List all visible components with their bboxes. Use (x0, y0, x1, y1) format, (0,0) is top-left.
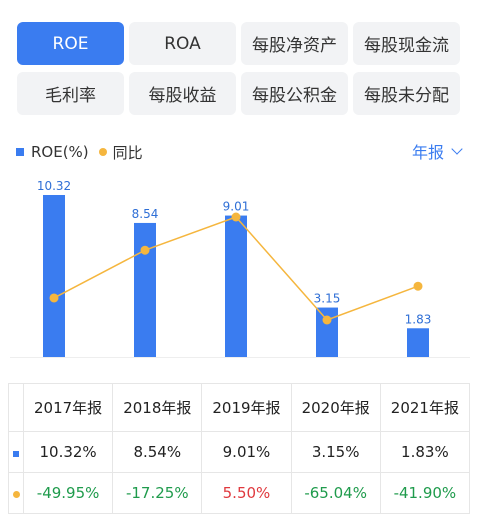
yoy-point (49, 293, 59, 303)
chart-legend: ROE(%) 同比 (16, 141, 143, 163)
yoy-point (140, 245, 150, 255)
data-table: 2017年报 2018年报 2019年报 2020年报 2021年报 10.32… (8, 383, 471, 514)
tab-nav-per-share[interactable]: 每股净资产 (241, 22, 348, 65)
table-cell: -41.90% (379, 472, 471, 514)
roe-bar (316, 307, 338, 357)
table-cell: 1.83% (379, 431, 471, 473)
roe-legend-label: ROE(%) (31, 143, 89, 161)
table-cell: -49.95% (22, 472, 114, 514)
table-header-cell: 2018年报 (112, 383, 203, 432)
table-header-cell: 2020年报 (290, 383, 381, 432)
roe-marker-icon (13, 451, 19, 457)
table-row-yoy: -49.95% -17.25% 5.50% -65.04% -41.90% (8, 472, 471, 514)
bar-value-label: 8.54 (132, 207, 159, 221)
roe-bar (225, 215, 247, 357)
table-header-row: 2017年报 2018年报 2019年报 2020年报 2021年报 (8, 383, 471, 432)
table-cell: -65.04% (290, 472, 381, 514)
tab-gross-margin[interactable]: 毛利率 (17, 72, 124, 115)
period-selector[interactable]: 年报 (411, 140, 463, 162)
bar-value-label: 3.15 (314, 292, 341, 306)
table-header-cell: 2021年报 (379, 383, 471, 432)
table-cell: -17.25% (112, 472, 203, 514)
table-corner-cell (8, 383, 24, 432)
tab-undistributed-per-share[interactable]: 每股未分配 (353, 72, 460, 115)
roe-bar (407, 328, 429, 357)
period-label: 年报 (411, 143, 444, 162)
yoy-point (413, 281, 423, 291)
yoy-legend-label: 同比 (112, 143, 143, 162)
bar-value-label: 1.83 (405, 312, 432, 326)
tab-cashflow-per-share[interactable]: 每股现金流 (353, 22, 460, 65)
tab-roa[interactable]: ROA (129, 22, 236, 65)
roe-chart: 10.32 8.54 9.01 3.15 1.83 (10, 179, 470, 358)
table-header-cell: 2017年报 (22, 383, 114, 432)
chevron-down-icon (451, 142, 463, 155)
roe-row-marker (8, 431, 24, 473)
yoy-point (231, 212, 241, 222)
tab-eps[interactable]: 每股收益 (129, 72, 236, 115)
roe-bar (134, 222, 156, 357)
tab-reserve-per-share[interactable]: 每股公积金 (241, 72, 348, 115)
bar-value-label: 9.01 (223, 200, 250, 214)
table-cell: 9.01% (201, 431, 292, 473)
table-cell: 3.15% (290, 431, 381, 473)
table-row-roe: 10.32% 8.54% 9.01% 3.15% 1.83% (8, 431, 471, 473)
yoy-row-marker (8, 472, 24, 514)
yoy-point (322, 315, 332, 325)
yoy-legend-swatch (98, 148, 107, 156)
bar-value-label: 10.32 (37, 179, 71, 193)
table-cell: 10.32% (22, 431, 114, 473)
yoy-marker-icon (12, 491, 20, 498)
table-cell: 5.50% (201, 472, 292, 514)
roe-legend-swatch (16, 148, 24, 156)
tab-roe[interactable]: ROE (17, 22, 124, 65)
roe-bar (43, 195, 65, 357)
table-cell: 8.54% (112, 431, 203, 473)
table-header-cell: 2019年报 (201, 383, 292, 432)
